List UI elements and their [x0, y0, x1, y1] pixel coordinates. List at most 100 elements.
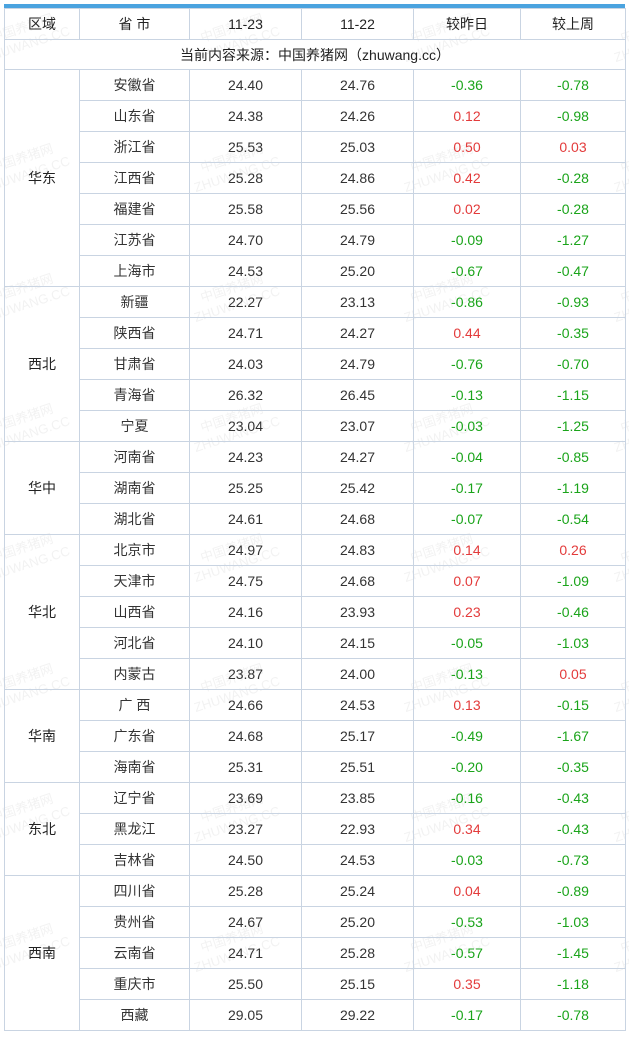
- vs-week-cell: -1.27: [521, 225, 626, 256]
- date1-cell: 24.75: [190, 566, 302, 597]
- date2-cell: 24.83: [302, 535, 414, 566]
- date1-cell: 24.23: [190, 442, 302, 473]
- vs-yest-cell: 0.14: [414, 535, 521, 566]
- vs-yest-cell: -0.53: [414, 907, 521, 938]
- date2-cell: 25.17: [302, 721, 414, 752]
- vs-yest-cell: -0.16: [414, 783, 521, 814]
- header-province: 省 市: [80, 9, 190, 40]
- date2-cell: 25.15: [302, 969, 414, 1000]
- date2-cell: 29.22: [302, 1000, 414, 1031]
- vs-week-cell: -0.54: [521, 504, 626, 535]
- date2-cell: 25.51: [302, 752, 414, 783]
- province-cell: 辽宁省: [80, 783, 190, 814]
- date1-cell: 24.10: [190, 628, 302, 659]
- table-row: 上海市24.5325.20-0.67-0.47: [5, 256, 626, 287]
- vs-week-cell: 0.03: [521, 132, 626, 163]
- table-row: 吉林省24.5024.53-0.03-0.73: [5, 845, 626, 876]
- table-row: 重庆市25.5025.150.35-1.18: [5, 969, 626, 1000]
- table-row: 浙江省25.5325.030.500.03: [5, 132, 626, 163]
- vs-yest-cell: 0.23: [414, 597, 521, 628]
- province-cell: 天津市: [80, 566, 190, 597]
- province-cell: 重庆市: [80, 969, 190, 1000]
- date2-cell: 25.20: [302, 907, 414, 938]
- table-row: 河北省24.1024.15-0.05-1.03: [5, 628, 626, 659]
- table-row: 宁夏23.0423.07-0.03-1.25: [5, 411, 626, 442]
- vs-week-cell: -1.03: [521, 907, 626, 938]
- vs-yest-cell: 0.35: [414, 969, 521, 1000]
- province-cell: 甘肃省: [80, 349, 190, 380]
- vs-week-cell: -1.15: [521, 380, 626, 411]
- vs-week-cell: -0.35: [521, 752, 626, 783]
- province-cell: 贵州省: [80, 907, 190, 938]
- date2-cell: 24.79: [302, 225, 414, 256]
- region-cell: 华南: [5, 690, 80, 783]
- vs-yest-cell: -0.20: [414, 752, 521, 783]
- header-vs-week: 较上周: [521, 9, 626, 40]
- province-cell: 山西省: [80, 597, 190, 628]
- table-row: 山西省24.1623.930.23-0.46: [5, 597, 626, 628]
- vs-week-cell: -0.46: [521, 597, 626, 628]
- source-row: 当前内容来源：中国养猪网（zhuwang.cc）: [5, 40, 626, 70]
- date1-cell: 24.16: [190, 597, 302, 628]
- region-cell: 华东: [5, 70, 80, 287]
- table-row: 东北辽宁省23.6923.85-0.16-0.43: [5, 783, 626, 814]
- date1-cell: 24.40: [190, 70, 302, 101]
- vs-week-cell: -0.89: [521, 876, 626, 907]
- province-cell: 上海市: [80, 256, 190, 287]
- province-cell: 云南省: [80, 938, 190, 969]
- table-row: 华中河南省24.2324.27-0.04-0.85: [5, 442, 626, 473]
- date2-cell: 25.42: [302, 473, 414, 504]
- province-cell: 福建省: [80, 194, 190, 225]
- province-cell: 吉林省: [80, 845, 190, 876]
- date1-cell: 29.05: [190, 1000, 302, 1031]
- date1-cell: 25.53: [190, 132, 302, 163]
- vs-week-cell: -0.43: [521, 814, 626, 845]
- vs-week-cell: -0.28: [521, 194, 626, 225]
- province-cell: 内蒙古: [80, 659, 190, 690]
- date2-cell: 23.93: [302, 597, 414, 628]
- vs-week-cell: -0.15: [521, 690, 626, 721]
- region-cell: 西北: [5, 287, 80, 442]
- date2-cell: 23.07: [302, 411, 414, 442]
- date2-cell: 24.00: [302, 659, 414, 690]
- vs-yest-cell: -0.13: [414, 380, 521, 411]
- vs-yest-cell: -0.03: [414, 845, 521, 876]
- date1-cell: 23.04: [190, 411, 302, 442]
- date1-cell: 24.50: [190, 845, 302, 876]
- table-row: 甘肃省24.0324.79-0.76-0.70: [5, 349, 626, 380]
- table-row: 云南省24.7125.28-0.57-1.45: [5, 938, 626, 969]
- region-cell: 东北: [5, 783, 80, 876]
- vs-yest-cell: 0.13: [414, 690, 521, 721]
- date1-cell: 24.38: [190, 101, 302, 132]
- vs-week-cell: -0.70: [521, 349, 626, 380]
- vs-week-cell: -1.67: [521, 721, 626, 752]
- table-row: 广东省24.6825.17-0.49-1.67: [5, 721, 626, 752]
- date2-cell: 26.45: [302, 380, 414, 411]
- table-header-row: 区域 省 市 11-23 11-22 较昨日 较上周: [5, 9, 626, 40]
- province-cell: 黑龙江: [80, 814, 190, 845]
- date2-cell: 24.86: [302, 163, 414, 194]
- province-cell: 青海省: [80, 380, 190, 411]
- date2-cell: 24.26: [302, 101, 414, 132]
- date2-cell: 25.20: [302, 256, 414, 287]
- source-text: 当前内容来源：中国养猪网（zhuwang.cc）: [5, 40, 626, 70]
- date2-cell: 24.68: [302, 504, 414, 535]
- table-row: 陕西省24.7124.270.44-0.35: [5, 318, 626, 349]
- header-date2: 11-22: [302, 9, 414, 40]
- vs-week-cell: -0.35: [521, 318, 626, 349]
- date2-cell: 24.27: [302, 442, 414, 473]
- vs-week-cell: -1.03: [521, 628, 626, 659]
- province-cell: 宁夏: [80, 411, 190, 442]
- date1-cell: 24.67: [190, 907, 302, 938]
- region-cell: 华中: [5, 442, 80, 535]
- table-row: 西南四川省25.2825.240.04-0.89: [5, 876, 626, 907]
- date1-cell: 22.27: [190, 287, 302, 318]
- province-cell: 山东省: [80, 101, 190, 132]
- vs-yest-cell: -0.76: [414, 349, 521, 380]
- date2-cell: 25.03: [302, 132, 414, 163]
- date2-cell: 25.56: [302, 194, 414, 225]
- vs-yest-cell: -0.04: [414, 442, 521, 473]
- date1-cell: 23.87: [190, 659, 302, 690]
- date1-cell: 24.97: [190, 535, 302, 566]
- table-row: 山东省24.3824.260.12-0.98: [5, 101, 626, 132]
